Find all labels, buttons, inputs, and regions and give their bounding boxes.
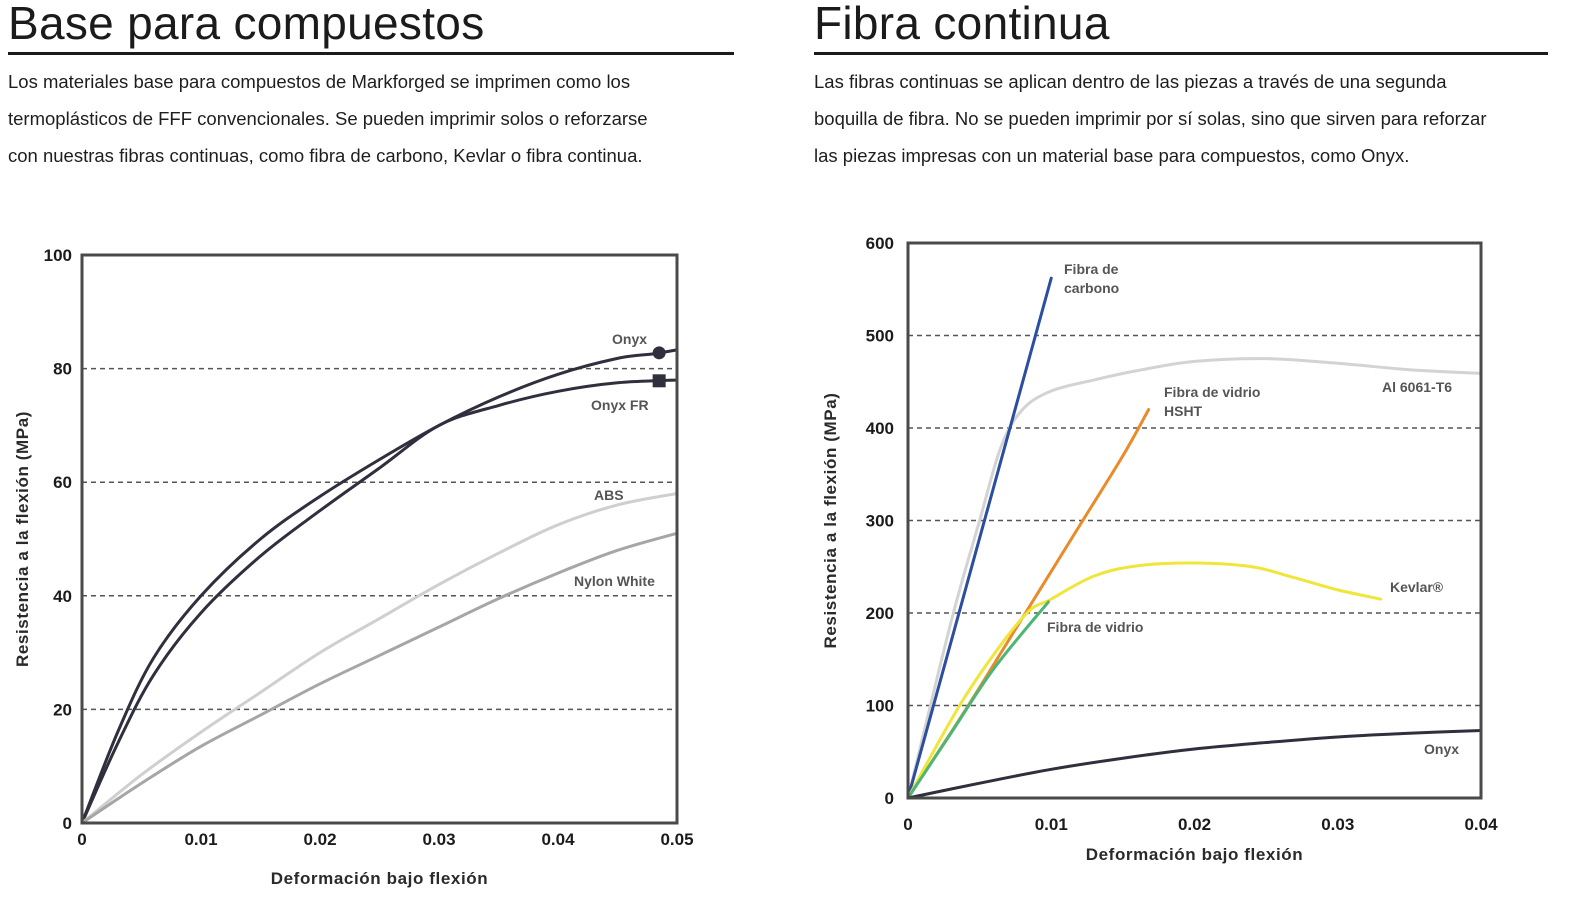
y-tick-label: 200: [866, 604, 894, 623]
x-tick-label: 0: [903, 815, 912, 834]
series-line-abs: [80, 492, 679, 825]
y-tick-label: 0: [63, 814, 72, 833]
series-label-nylon-white: Nylon White: [574, 573, 655, 589]
series-label-fibra-de-vidrio: Fibra de vidrio: [1047, 619, 1143, 635]
x-tick-label: 0.02: [1178, 815, 1211, 834]
x-tick-label: 0.01: [1035, 815, 1068, 834]
y-tick-label: 40: [53, 587, 72, 606]
series-label-onyx: Onyx: [612, 331, 647, 347]
plot-frame: [80, 253, 679, 825]
y-tick-label: 20: [53, 700, 72, 719]
y-tick-label: 100: [866, 697, 894, 716]
y-tick-label: 600: [866, 234, 894, 253]
chart-2: Al 6061-T6 Fibra de carbono Fibra de vidrio…: [821, 234, 1498, 864]
series-line-onyx-fr: [80, 378, 679, 825]
marker-onyx: [652, 346, 666, 360]
plot-frame: [906, 241, 1483, 800]
series-label-onyx: Onyx: [1424, 741, 1459, 757]
y-tick-label: 500: [866, 327, 894, 346]
series-label-kevlar: Kevlar®: [1390, 579, 1444, 595]
series-label-al-6061-t6: Al 6061-T6: [1382, 379, 1452, 395]
y-tick-label: 60: [53, 473, 72, 492]
series-line-onyx: [80, 348, 679, 825]
left-heading: Base para compuestos: [8, 0, 485, 49]
y-axis-title: Resistencia a la flexión (MPa): [13, 411, 32, 667]
y-tick-label: 400: [866, 419, 894, 438]
series-line-fibra-de-carbono: [906, 276, 1053, 800]
left-description: Los materiales base para compuestos de M…: [8, 71, 648, 166]
x-axis-title: Deformación bajo flexión: [1086, 845, 1304, 864]
series-line-kevlar: [906, 561, 1383, 800]
y-tick-label: 80: [53, 360, 72, 379]
series-line-fibra-de-vidrio: [906, 600, 1050, 800]
x-tick-label: 0.03: [422, 830, 455, 849]
left-heading-rule: [8, 52, 734, 55]
left-panel: Base para compuestos Los materiales base…: [0, 0, 745, 174]
x-tick-label: 0.03: [1321, 815, 1354, 834]
series-label-fibra-de-vidrio-hsht: Fibra de vidrio HSHT: [1164, 384, 1260, 419]
series-line-nylon-white: [80, 531, 679, 825]
x-tick-label: 0.02: [303, 830, 336, 849]
series-line-onyx: [906, 728, 1483, 800]
series-label-abs: ABS: [594, 487, 624, 503]
x-tick-label: 0.04: [1464, 815, 1498, 834]
x-axis-title: Deformación bajo flexión: [271, 869, 489, 888]
right-heading: Fibra continua: [814, 0, 1110, 49]
x-tick-label: 0.01: [184, 830, 217, 849]
x-tick-label: 0.05: [660, 830, 693, 849]
y-tick-label: 0: [885, 789, 894, 808]
series-line-al-6061-t6: [906, 357, 1483, 800]
x-tick-label: 0.04: [541, 830, 575, 849]
right-description: Las fibras continuas se aplican dentro d…: [814, 71, 1487, 166]
marker-onyx-fr: [652, 374, 666, 388]
series-label-onyx-fr: Onyx FR: [591, 397, 649, 413]
right-panel: Fibra continua Las fibras continuas se a…: [806, 0, 1575, 174]
x-tick-label: 0: [77, 830, 86, 849]
series-line-fibra-de-vidrio-hsht: [906, 408, 1151, 800]
y-tick-label: 100: [44, 246, 72, 265]
y-axis-title: Resistencia a la flexión (MPa): [821, 392, 840, 648]
right-heading-rule: [814, 52, 1548, 55]
chart-1: Onyx Onyx FR ABS Nylon White 0 20 40 60 80 100 0 0.…: [13, 246, 694, 888]
series-label-fibra-de-carbono: Fibra de carbono: [1064, 261, 1119, 296]
y-tick-label: 300: [866, 512, 894, 531]
